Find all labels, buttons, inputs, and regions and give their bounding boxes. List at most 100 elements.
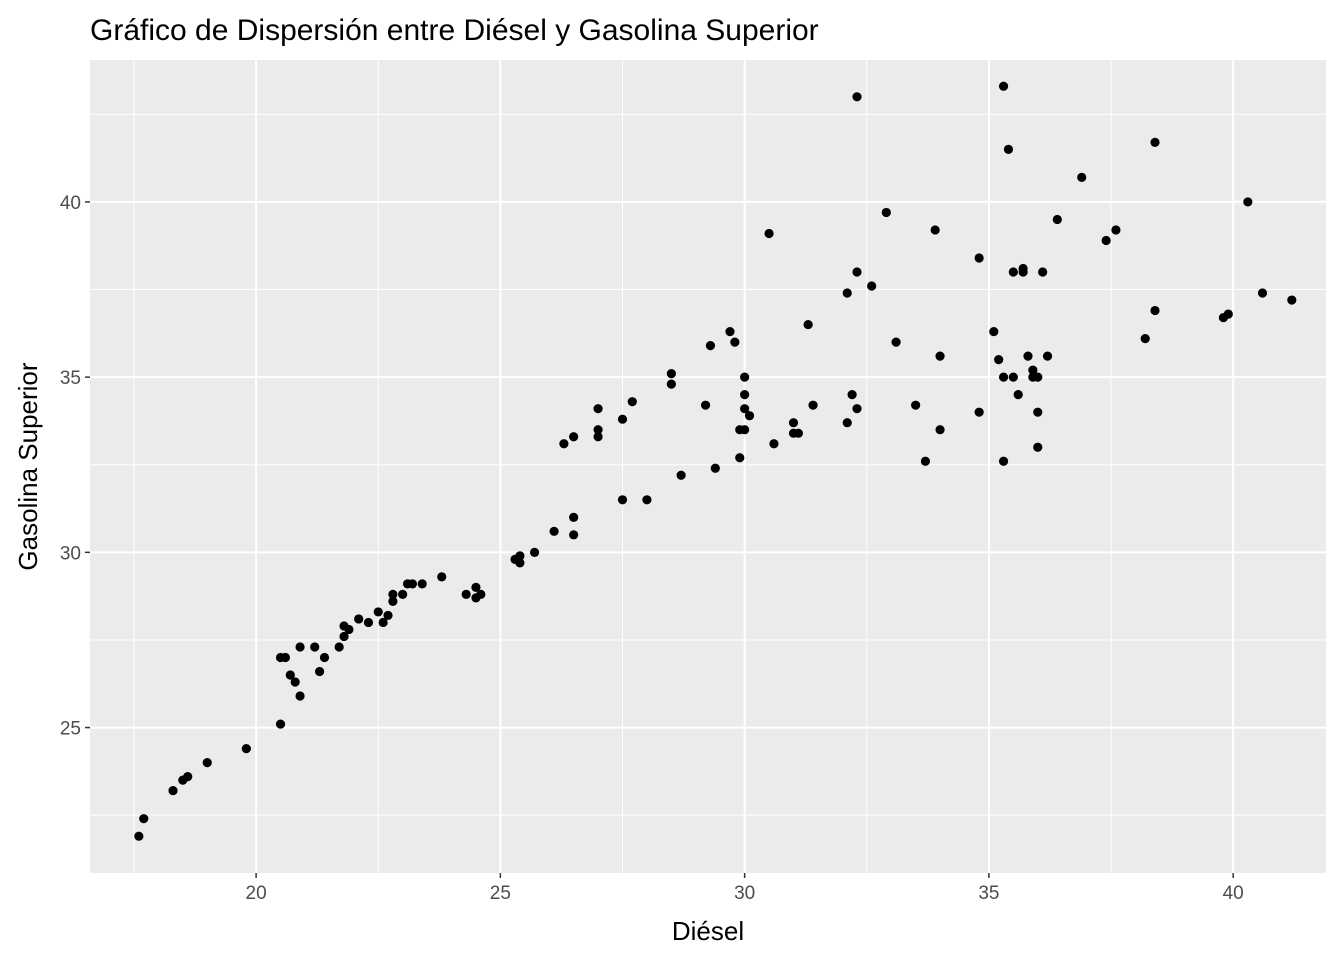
data-point	[290, 677, 300, 687]
data-points	[134, 81, 1297, 841]
data-point	[847, 390, 857, 400]
data-point	[1223, 309, 1233, 319]
data-point	[1042, 351, 1053, 361]
data-point	[803, 319, 813, 330]
data-point	[989, 326, 999, 337]
data-point	[974, 253, 984, 263]
data-point	[852, 267, 862, 277]
data-point	[935, 425, 945, 435]
data-point	[569, 432, 579, 442]
data-point	[1150, 305, 1160, 316]
data-point	[617, 414, 628, 424]
data-point	[354, 614, 364, 624]
data-point	[334, 642, 344, 652]
data-point	[476, 589, 486, 600]
data-point	[559, 439, 569, 449]
data-point	[998, 456, 1009, 466]
data-point	[319, 652, 330, 663]
data-point	[202, 758, 212, 768]
data-point	[295, 642, 305, 652]
data-point	[764, 228, 774, 239]
data-point	[1033, 372, 1043, 382]
data-point	[1150, 137, 1160, 147]
data-point	[740, 390, 750, 400]
x-tick-label: 35	[978, 883, 999, 904]
data-point	[373, 607, 383, 617]
data-point	[627, 397, 637, 407]
data-point	[1077, 172, 1087, 182]
data-point	[740, 372, 750, 382]
data-point	[1013, 390, 1023, 400]
data-point	[593, 404, 603, 414]
y-tick-label: 35	[60, 368, 81, 389]
data-point	[911, 400, 921, 410]
data-point	[378, 617, 388, 628]
data-point	[363, 617, 374, 628]
x-tick-label: 30	[734, 883, 755, 904]
data-point	[852, 92, 862, 102]
data-point	[593, 432, 603, 442]
data-point	[344, 624, 354, 635]
data-point	[808, 400, 818, 410]
data-point	[744, 411, 755, 421]
data-point	[842, 288, 852, 298]
data-point	[1018, 267, 1028, 277]
data-point	[139, 814, 149, 824]
data-point	[793, 428, 803, 438]
data-point	[769, 439, 779, 449]
data-point	[315, 666, 325, 677]
data-point	[549, 526, 559, 536]
chart-title: Gráfico de Dispersión entre Diésel y Gas…	[90, 14, 819, 47]
data-point	[920, 456, 930, 466]
data-point	[515, 558, 525, 568]
data-point	[740, 404, 750, 414]
y-tick-label: 25	[60, 719, 81, 740]
data-point	[241, 743, 251, 754]
data-point	[407, 579, 418, 589]
data-point	[1003, 144, 1014, 154]
data-point	[730, 337, 740, 347]
data-point	[1257, 288, 1268, 298]
data-point	[515, 551, 525, 561]
y-tick-label: 40	[60, 193, 81, 214]
data-point	[1243, 197, 1253, 207]
data-point	[666, 379, 676, 389]
y-tick-label: 30	[60, 543, 81, 564]
data-point	[1033, 442, 1043, 452]
x-tick-label: 40	[1223, 883, 1244, 904]
data-point	[1287, 295, 1297, 305]
data-point	[891, 337, 901, 347]
data-point	[529, 547, 540, 557]
data-point	[398, 589, 408, 600]
data-point	[295, 691, 305, 701]
data-point	[1023, 351, 1033, 361]
data-point	[569, 512, 579, 522]
data-point	[183, 772, 193, 782]
data-point	[740, 425, 750, 435]
data-point	[388, 596, 398, 607]
data-point	[881, 207, 891, 218]
data-point	[1052, 214, 1062, 225]
data-point	[642, 495, 652, 505]
data-point	[994, 355, 1004, 365]
data-point	[388, 589, 398, 600]
data-point	[285, 670, 295, 680]
x-tick-label: 20	[246, 883, 267, 904]
data-point	[1101, 235, 1111, 246]
data-point	[842, 418, 852, 428]
data-point	[310, 642, 320, 652]
data-point	[710, 463, 720, 473]
data-point	[1008, 372, 1018, 382]
data-point	[437, 572, 447, 582]
grid-lines	[90, 60, 1326, 873]
data-point	[700, 400, 711, 410]
data-point	[1028, 365, 1038, 375]
data-point	[168, 786, 178, 796]
data-point	[1111, 225, 1121, 235]
data-point	[735, 453, 745, 463]
data-point	[666, 369, 676, 379]
data-point	[998, 81, 1009, 91]
data-point	[852, 404, 862, 414]
data-point	[974, 407, 984, 417]
